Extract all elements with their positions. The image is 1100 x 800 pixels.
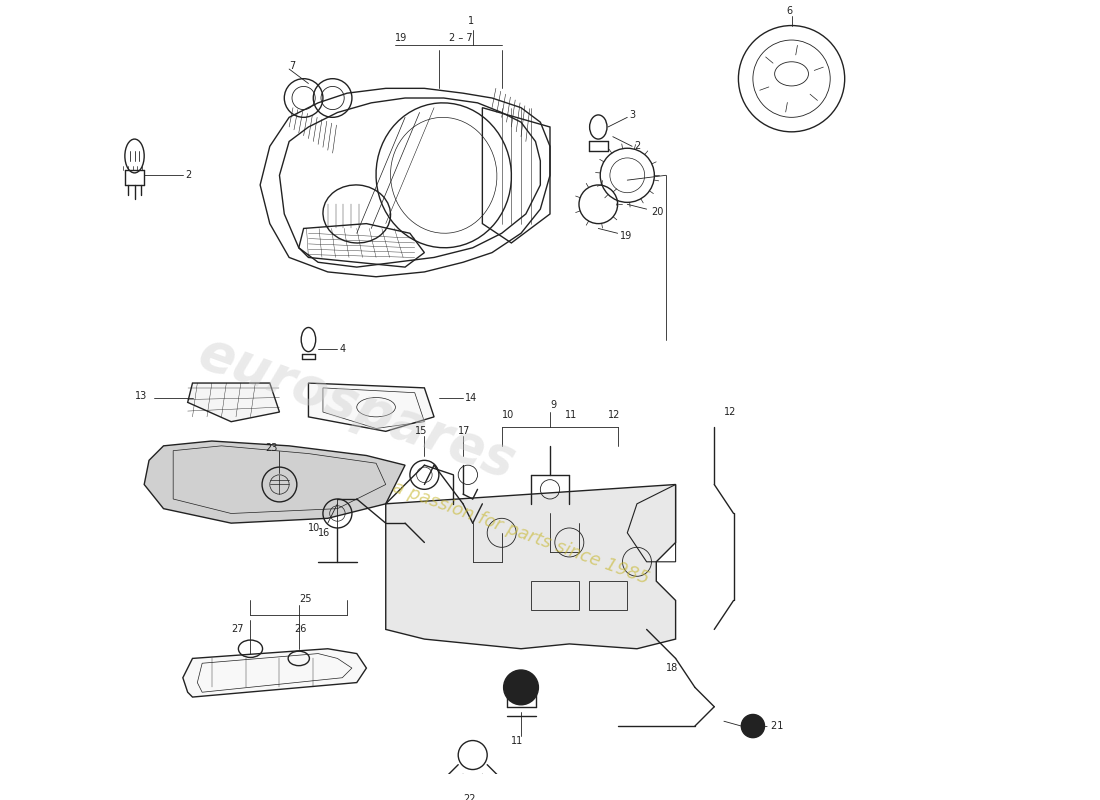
Text: 11: 11 [564, 410, 576, 420]
Text: 23: 23 [265, 442, 277, 453]
Text: 12: 12 [724, 407, 736, 417]
Text: 19: 19 [395, 33, 408, 43]
Text: 7: 7 [289, 61, 296, 71]
Text: 17: 17 [459, 426, 471, 436]
Text: eurospares: eurospares [191, 326, 522, 489]
Text: 16: 16 [318, 528, 330, 538]
Text: 15: 15 [415, 426, 427, 436]
Polygon shape [188, 383, 279, 422]
Text: 22: 22 [463, 794, 475, 800]
Text: 14: 14 [465, 393, 477, 402]
Text: 25: 25 [299, 594, 311, 603]
Text: 2: 2 [185, 170, 191, 180]
Polygon shape [308, 383, 435, 431]
Polygon shape [144, 441, 405, 523]
Text: 6: 6 [786, 6, 793, 16]
Polygon shape [386, 485, 675, 649]
Text: 12: 12 [608, 410, 620, 420]
Text: a passion for parts since 1985: a passion for parts since 1985 [390, 478, 652, 588]
Text: 9: 9 [550, 400, 557, 410]
Text: 13: 13 [134, 390, 146, 401]
Text: 2: 2 [634, 142, 640, 151]
Text: 20: 20 [651, 207, 663, 217]
Circle shape [741, 714, 764, 738]
Text: 10: 10 [502, 410, 514, 420]
Text: 4: 4 [340, 344, 345, 354]
Polygon shape [183, 649, 366, 697]
Text: 26: 26 [294, 625, 306, 634]
Text: 10: 10 [308, 523, 321, 533]
Text: 1: 1 [468, 16, 474, 26]
Text: 2 – 7: 2 – 7 [449, 33, 472, 43]
Circle shape [504, 670, 538, 705]
Text: 18: 18 [666, 663, 679, 673]
Text: 3: 3 [629, 110, 636, 121]
Text: 27: 27 [231, 625, 243, 634]
Text: 19: 19 [619, 231, 631, 241]
Text: – 21: – 21 [762, 721, 783, 731]
Text: 11: 11 [512, 735, 524, 746]
